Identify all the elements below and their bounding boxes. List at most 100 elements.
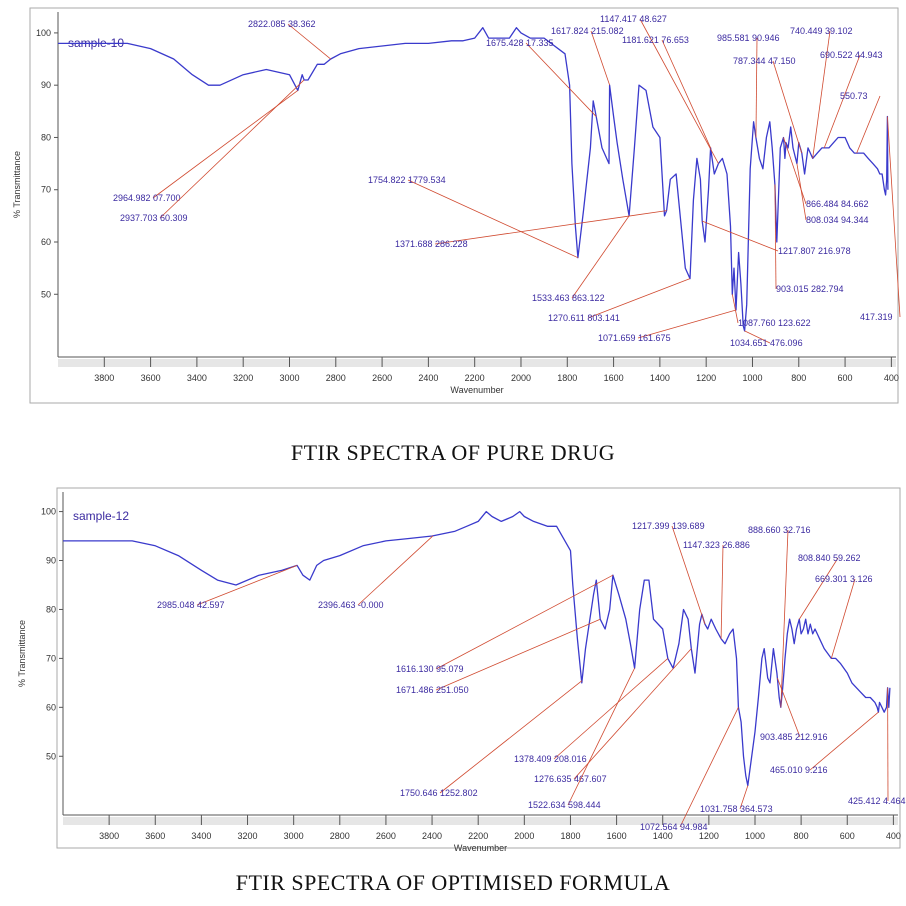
ftir-chart-pure-drug: 100 90 80 70 60 50 3800 3600 3400 3200 3000 2800 260… bbox=[0, 0, 906, 420]
spectrum-line bbox=[58, 27, 889, 332]
peak-annotation-label: 2937.703 60.309 bbox=[120, 213, 188, 223]
annotation-leader-line bbox=[796, 163, 807, 221]
caption-pure-drug: FTIR SPECTRA OF PURE DRUG bbox=[290, 440, 616, 465]
annotation-leader-line bbox=[720, 544, 724, 639]
annotation-leader-line bbox=[357, 535, 434, 606]
peak-annotation-label: 1617.824 215.082 bbox=[551, 26, 624, 36]
y-tick-label: 90 bbox=[41, 80, 51, 90]
annotation-leader-line bbox=[196, 565, 298, 606]
annotation-leader-line bbox=[856, 95, 881, 154]
peak-annotation-label: 787.344 47.150 bbox=[733, 56, 796, 66]
peak-annotation-label: 2822.085 38.362 bbox=[248, 19, 316, 29]
x-tick-label: 3400 bbox=[191, 831, 211, 841]
peak-annotation-label: 417.319 bbox=[860, 312, 893, 322]
annotation-leader-line bbox=[407, 179, 579, 259]
annotation-leader-line bbox=[553, 658, 669, 760]
annotation-leader-line bbox=[731, 294, 739, 324]
peak-annotations: 2985.048 42.597 2396.463 -0.000 1217.399 1… bbox=[157, 521, 906, 832]
annotation-leader-line bbox=[702, 220, 779, 252]
annotation-leader-line bbox=[780, 529, 789, 708]
peak-annotation-label: 1522.634 598.444 bbox=[528, 800, 601, 810]
y-axis-title: % Transmittance bbox=[12, 151, 22, 218]
x-tick-label: 2600 bbox=[376, 831, 396, 841]
x-tick-label: 3800 bbox=[99, 831, 119, 841]
peak-annotation-label: 808.034 94.344 bbox=[806, 215, 869, 225]
peak-annotation-label: 550.73 bbox=[840, 91, 868, 101]
peak-annotation-label: 903.485 212.916 bbox=[760, 732, 828, 742]
y-axis-title: % Transmittance bbox=[17, 620, 27, 687]
peak-annotation-label: 690.522 44.943 bbox=[820, 50, 883, 60]
peak-annotation-label: 1616.130 95.079 bbox=[396, 664, 464, 674]
x-tick-label: 2400 bbox=[418, 373, 438, 383]
x-axis-tick-strip bbox=[58, 359, 896, 367]
annotation-leader-line bbox=[830, 578, 856, 659]
y-tick-label: 50 bbox=[41, 289, 51, 299]
y-tick-label: 60 bbox=[41, 237, 51, 247]
peak-annotation-label: 1087.760 123.622 bbox=[738, 318, 811, 328]
x-tick-label: 1000 bbox=[745, 831, 765, 841]
annotation-leader-line bbox=[439, 680, 583, 794]
x-tick-label: 800 bbox=[794, 831, 809, 841]
annotation-leader-line bbox=[590, 30, 611, 86]
x-tick-label: 2200 bbox=[465, 373, 485, 383]
peak-annotation-label: 985.581 90.946 bbox=[717, 33, 780, 43]
annotation-leader-line bbox=[774, 184, 777, 290]
peak-annotation-label: 808.840 59.262 bbox=[798, 553, 861, 563]
annotation-leader-line bbox=[435, 618, 601, 691]
peak-annotation-label: 2964.982 07.700 bbox=[113, 193, 181, 203]
x-axis-title: Wavenumber bbox=[454, 843, 507, 853]
x-tick-label: 3200 bbox=[238, 831, 258, 841]
peak-annotation-label: 1072.564 94.984 bbox=[640, 822, 708, 832]
peak-annotation-label: 1071.659 161.675 bbox=[598, 333, 671, 343]
annotation-leader-line bbox=[435, 574, 614, 670]
peak-annotation-label: 1533.463 863.122 bbox=[532, 293, 605, 303]
annotation-leader-line bbox=[587, 278, 691, 319]
x-tick-label: 3600 bbox=[145, 831, 165, 841]
peak-annotation-label: 2396.463 -0.000 bbox=[318, 600, 384, 610]
y-tick-label: 70 bbox=[41, 185, 51, 195]
annotation-leader-line bbox=[783, 137, 807, 205]
caption-optimised-formula: FTIR SPECTRA OF OPTIMISED FORMULA bbox=[235, 870, 671, 895]
annotation-leader-line bbox=[772, 60, 803, 154]
x-tick-label: 1200 bbox=[699, 831, 719, 841]
peak-annotation-label: 1034.651 476.096 bbox=[730, 338, 803, 348]
y-tick-label: 50 bbox=[46, 751, 56, 761]
x-axis-tick-strip bbox=[63, 817, 898, 825]
annotation-leader-line bbox=[823, 54, 861, 149]
x-tick-label: 3800 bbox=[94, 373, 114, 383]
ftir-spectrum-optimised-formula: 100 90 80 70 60 50 3800 3600 3400 3200 3000 2800 260… bbox=[17, 487, 906, 853]
y-tick-label: 100 bbox=[41, 507, 56, 517]
x-tick-label: 2400 bbox=[422, 831, 442, 841]
x-tick-label: 3200 bbox=[233, 373, 253, 383]
y-tick-label: 60 bbox=[46, 702, 56, 712]
x-tick-label: 3000 bbox=[284, 831, 304, 841]
annotation-leader-line bbox=[739, 785, 749, 810]
sample-label: sample-12 bbox=[73, 509, 129, 523]
peak-annotation-label: 1217.399 139.689 bbox=[632, 521, 705, 531]
peak-annotation-label: 1671.486 251.050 bbox=[396, 685, 469, 695]
peak-annotation-label: 866.484 84.662 bbox=[806, 199, 869, 209]
peak-annotation-label: 1270.611 803.141 bbox=[548, 313, 620, 323]
x-tick-label: 800 bbox=[791, 373, 806, 383]
x-tick-label: 1800 bbox=[557, 373, 577, 383]
x-axis-title: Wavenumber bbox=[450, 385, 503, 395]
annotation-leader-line bbox=[671, 525, 706, 625]
peak-annotation-label: 1754.822 1779.534 bbox=[368, 175, 446, 185]
peak-annotation-label: 2985.048 42.597 bbox=[157, 600, 225, 610]
peak-annotation-label: 425.412 4.464 bbox=[848, 796, 906, 806]
peak-annotation-label: 740.449 39.102 bbox=[790, 26, 853, 36]
annotation-leader-line bbox=[661, 39, 711, 149]
x-tick-label: 2200 bbox=[468, 831, 488, 841]
x-tick-label: 3000 bbox=[279, 373, 299, 383]
chart-frame bbox=[56, 487, 901, 849]
annotation-leader-line bbox=[637, 309, 737, 339]
peak-annotation-label: 903.015 282.794 bbox=[776, 284, 844, 294]
x-tick-label: 1200 bbox=[696, 373, 716, 383]
peak-annotation-label: 1750.646 1252.802 bbox=[400, 788, 478, 798]
peak-annotation-label: 1147.323 26.886 bbox=[683, 540, 750, 550]
annotation-leader-line bbox=[679, 707, 739, 828]
peak-annotation-label: 465.010 9.216 bbox=[770, 765, 828, 775]
x-tick-label: 400 bbox=[886, 831, 901, 841]
peak-annotation-label: 1371.688 286.228 bbox=[395, 239, 468, 249]
annotation-leader-line bbox=[798, 557, 839, 620]
